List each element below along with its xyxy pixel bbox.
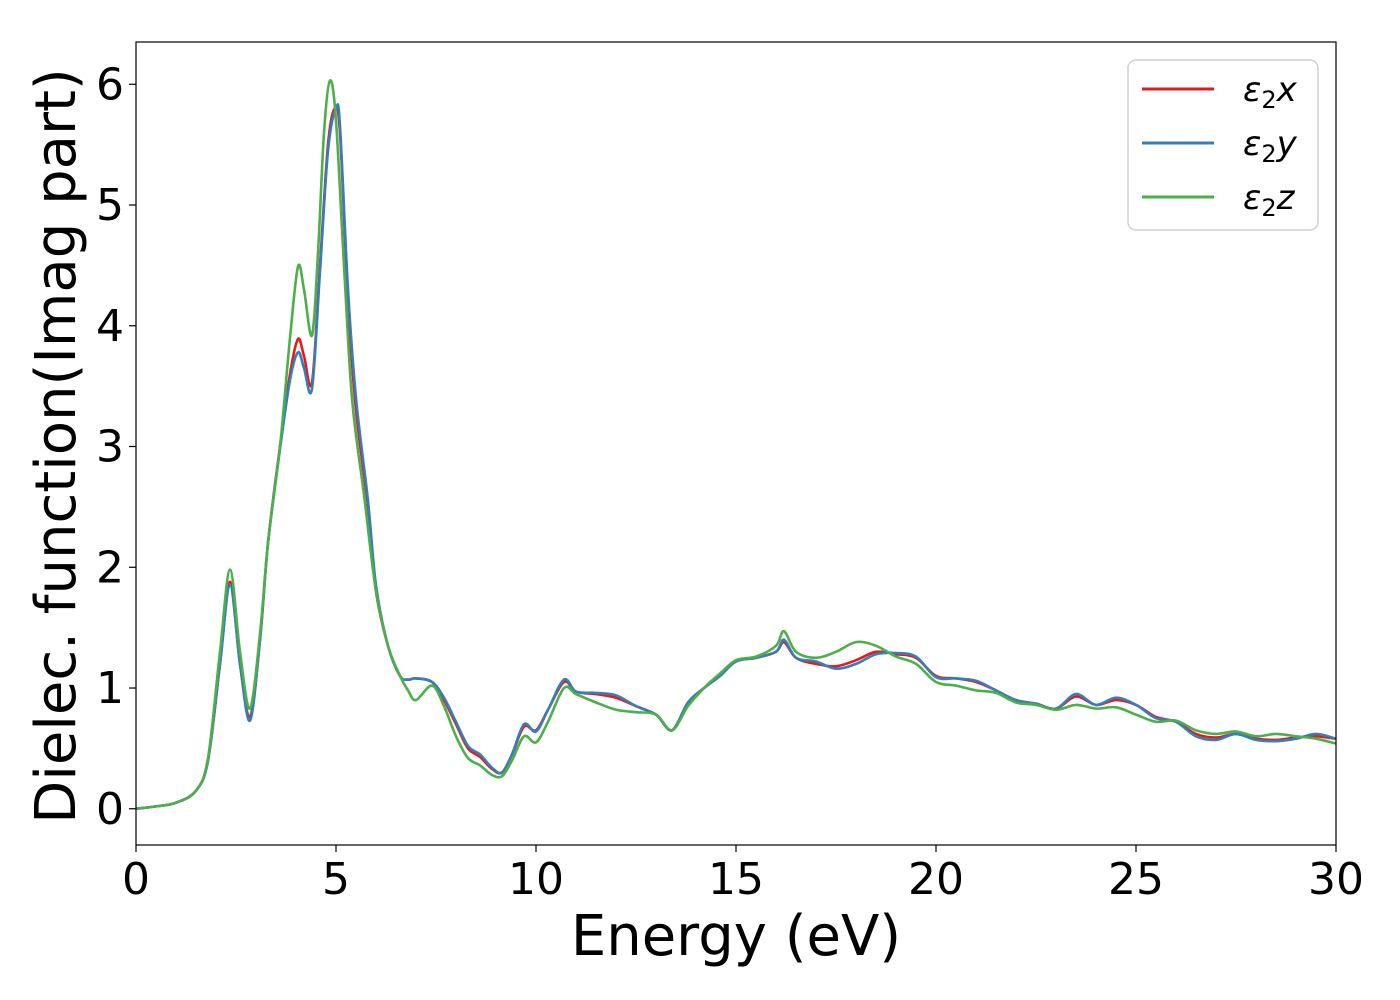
y-tick-label: 2 — [96, 542, 124, 593]
x-tick-label: 15 — [708, 854, 764, 905]
x-axis-label: Energy (eV) — [571, 904, 901, 969]
y-tick-label: 4 — [96, 301, 124, 352]
series-line-z — [135, 79, 1337, 811]
legend: ε2x ε2y ε2z — [1127, 59, 1319, 231]
series-line-y — [135, 103, 1337, 811]
x-tick-label: 20 — [908, 854, 964, 905]
legend-entries: ε2x ε2y ε2z — [1142, 70, 1298, 222]
y-axis-label: Dielec. function(Imag part) — [24, 68, 89, 824]
y-axis: 0 1 2 3 4 5 6 — [96, 59, 136, 835]
y-tick-label: 3 — [96, 422, 124, 473]
y-tick-label: 6 — [96, 59, 124, 110]
x-tick-label: 10 — [508, 854, 564, 905]
x-tick-label: 30 — [1308, 854, 1364, 905]
x-tick-label: 0 — [122, 854, 150, 905]
x-tick-label: 25 — [1108, 854, 1164, 905]
legend-label-x: ε2x — [1243, 70, 1298, 114]
legend-label-z: ε2z — [1243, 178, 1296, 222]
y-tick-label: 5 — [96, 180, 124, 231]
x-tick-label: 5 — [322, 854, 350, 905]
x-axis: 0 5 10 15 20 25 30 — [122, 845, 1364, 905]
series-layer — [135, 79, 1337, 811]
y-tick-label: 1 — [96, 663, 124, 714]
y-tick-label: 0 — [96, 784, 124, 835]
legend-box — [1127, 59, 1319, 231]
legend-label-y: ε2y — [1243, 124, 1298, 168]
